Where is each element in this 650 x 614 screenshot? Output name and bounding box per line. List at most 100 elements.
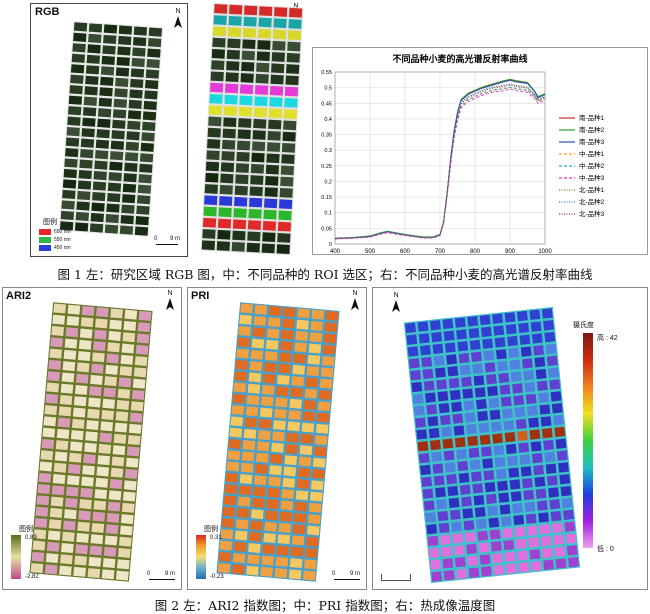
plot-cell	[45, 553, 59, 564]
plot-cell	[289, 7, 303, 18]
plot-cell	[307, 514, 321, 525]
plot-cell	[549, 499, 561, 510]
plot-cell	[94, 489, 108, 500]
plot-cell	[209, 94, 223, 104]
plot-cell	[102, 45, 116, 55]
plot-cell	[222, 506, 236, 517]
plot-cell	[209, 82, 224, 93]
plot-cell	[296, 479, 310, 489]
plot-cell	[68, 95, 83, 105]
plot-cell	[67, 304, 81, 315]
plot-cell	[502, 528, 513, 539]
plot-cell	[458, 472, 470, 484]
plot-cell	[75, 373, 89, 384]
plot-cell	[473, 375, 485, 386]
plot-cell	[485, 493, 497, 505]
plot-cell	[101, 569, 115, 580]
plot-cell	[257, 40, 271, 50]
north-arrow-icon: N	[171, 8, 185, 30]
plot-cell	[60, 383, 74, 394]
plot-cell	[82, 465, 95, 476]
x-tick-label: 600	[400, 249, 411, 254]
plot-cell	[510, 371, 522, 382]
plot-cell	[231, 405, 245, 416]
plot-cell	[302, 411, 316, 422]
plot-cell	[43, 416, 57, 427]
plot-cell	[232, 230, 246, 241]
plot-cell	[100, 76, 114, 86]
legend-item: 650 nm	[39, 228, 71, 236]
plot-cell	[98, 97, 113, 107]
plot-cell	[438, 522, 450, 534]
plot-cell	[431, 331, 443, 343]
plot-cell	[251, 338, 265, 349]
plot-cell	[257, 28, 272, 39]
plot-cell	[202, 217, 217, 228]
plot-cell	[42, 427, 56, 438]
plot-cell	[91, 522, 105, 533]
pri-panel-title: PRI	[191, 290, 210, 302]
plot-cell	[472, 483, 484, 494]
plot-cell	[303, 570, 316, 581]
plot-cell	[265, 339, 279, 350]
plot-cell	[72, 407, 86, 418]
plot-cell	[46, 541, 60, 552]
plot-cell	[310, 480, 324, 491]
plot-cell	[246, 242, 260, 253]
plot-cell	[541, 428, 553, 439]
plot-cell	[262, 232, 276, 242]
plot-cell	[251, 152, 265, 163]
legend-label: 北-品种3	[579, 209, 605, 218]
plot-cell	[63, 168, 77, 179]
plot-cell	[274, 568, 288, 579]
plot-cell	[224, 94, 238, 105]
plot-cell	[232, 219, 247, 230]
plot-cell	[55, 440, 69, 451]
plot-cell	[247, 554, 260, 565]
plot-cell	[449, 509, 461, 520]
plot-cell	[131, 57, 145, 68]
plot-cell	[92, 352, 105, 363]
plot-cell	[276, 386, 289, 397]
plot-cell	[513, 395, 525, 406]
plot-cell	[281, 142, 296, 153]
thermal-panel: N 摄氏度 高 : 42 低 : 0	[372, 287, 648, 590]
plot-cell	[288, 19, 302, 29]
plot-cell	[210, 71, 224, 82]
scale-bar: 0 9 m	[332, 571, 360, 585]
plot-cell	[92, 181, 107, 191]
plot-cell	[70, 64, 85, 74]
plot-cell	[529, 549, 541, 560]
plot-cell	[207, 139, 221, 149]
plot-cell	[306, 525, 320, 536]
scale-bar: 0 9 m	[154, 236, 180, 250]
plot-cell	[515, 418, 527, 430]
plot-cell	[499, 504, 511, 515]
chart-title: 不同品种小麦的高光谱反射率曲线	[392, 53, 527, 64]
plot-cell	[430, 320, 441, 331]
plot-cell	[514, 526, 526, 538]
plot-cell	[122, 194, 136, 204]
plot-cell	[242, 28, 257, 38]
plot-cell	[446, 474, 458, 485]
plot-cell	[233, 382, 247, 393]
plot-cell	[140, 142, 154, 152]
pri-field-map	[216, 302, 340, 582]
plot-cell	[70, 74, 84, 84]
plot-cell	[138, 174, 152, 184]
plot-cell	[426, 404, 438, 415]
plot-cell	[73, 396, 87, 407]
plot-cell	[553, 414, 564, 426]
plot-cell	[324, 322, 338, 333]
plot-cell	[243, 428, 257, 439]
plot-cell	[530, 560, 542, 572]
plot-cell	[284, 97, 298, 108]
plot-cell	[270, 74, 284, 85]
plot-cell	[143, 100, 157, 111]
plot-cell	[250, 520, 263, 531]
plot-cell	[504, 551, 516, 563]
plot-cell	[451, 401, 462, 412]
plot-cell	[442, 318, 454, 330]
plot-cell	[528, 417, 540, 428]
plot-cell	[301, 422, 315, 433]
